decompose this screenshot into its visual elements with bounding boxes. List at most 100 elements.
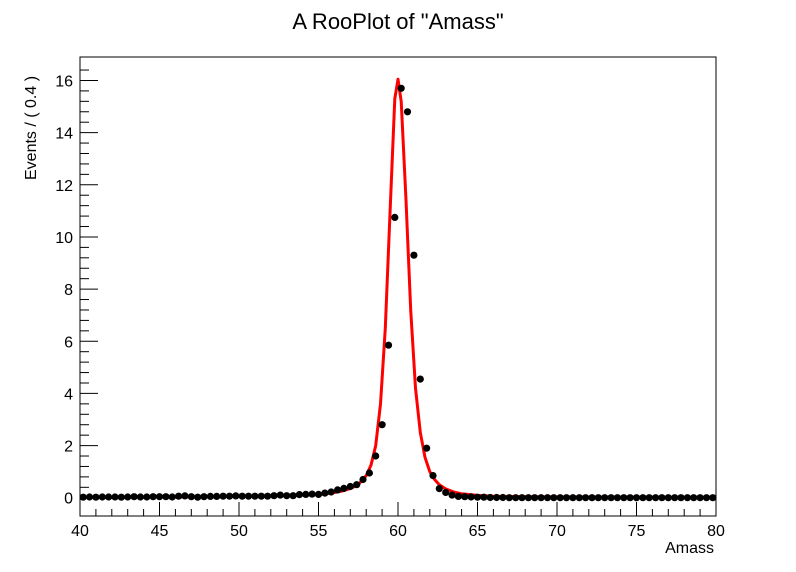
data-point <box>149 493 157 501</box>
data-points-layer <box>79 84 717 502</box>
data-point <box>289 492 297 500</box>
data-point <box>85 493 94 501</box>
data-point <box>423 444 431 452</box>
x-tick-label: 65 <box>469 523 487 540</box>
data-point <box>225 492 234 500</box>
data-point <box>346 482 354 491</box>
data-point <box>353 481 361 489</box>
data-point <box>512 494 520 502</box>
y-axis: 0 2 4 6 8 10 12 14 16 <box>55 69 98 508</box>
data-point <box>308 490 316 498</box>
x-tick-label: 70 <box>548 523 566 540</box>
data-point <box>671 494 679 502</box>
data-point <box>588 494 596 502</box>
data-point <box>327 488 335 496</box>
data-point <box>454 492 462 500</box>
data-point <box>111 493 119 501</box>
data-point <box>658 494 666 502</box>
data-point <box>264 492 272 500</box>
data-point <box>359 475 367 484</box>
data-point <box>384 341 393 349</box>
data-point <box>251 492 259 500</box>
data-point <box>632 494 641 502</box>
y-tick-label: 14 <box>55 126 73 143</box>
data-point <box>607 494 615 502</box>
data-point <box>372 452 380 460</box>
data-point <box>518 494 526 502</box>
data-point <box>702 494 711 502</box>
y-axis-label: Events / ( 0.4 ) <box>23 76 40 180</box>
y-tick-label: 6 <box>64 334 73 351</box>
data-point <box>194 493 202 501</box>
data-point <box>340 484 348 492</box>
fit-curve-layer <box>80 77 717 499</box>
data-point <box>391 213 399 221</box>
data-point <box>334 486 342 494</box>
y-tick-label: 16 <box>55 73 73 90</box>
data-point <box>524 494 533 502</box>
data-point <box>213 492 221 500</box>
x-axis: 40 45 50 55 60 65 70 75 80 <box>71 502 725 540</box>
data-point <box>601 494 609 502</box>
data-point <box>302 490 310 498</box>
data-point <box>486 493 494 502</box>
data-point <box>556 494 564 502</box>
data-point <box>696 494 704 502</box>
data-point <box>575 494 583 502</box>
data-point <box>543 494 552 502</box>
data-point <box>92 493 100 501</box>
data-point <box>219 492 227 500</box>
plot-frame <box>79 56 717 517</box>
fit-curve <box>80 77 717 499</box>
data-point <box>505 494 513 502</box>
data-point <box>499 493 507 502</box>
data-point <box>244 492 253 500</box>
data-point <box>709 494 717 502</box>
data-point <box>473 493 482 501</box>
data-point <box>130 493 138 501</box>
x-axis-label: Amass <box>665 540 714 557</box>
data-point <box>79 493 87 501</box>
data-point <box>98 493 106 501</box>
data-point <box>206 492 214 500</box>
data-point <box>594 494 602 502</box>
x-tick-label: 55 <box>310 523 328 540</box>
y-tick-label: 8 <box>64 282 73 299</box>
data-point <box>136 493 144 501</box>
data-point <box>168 493 176 501</box>
data-point <box>683 494 692 502</box>
data-point <box>365 469 373 477</box>
data-point <box>652 494 660 502</box>
data-point <box>613 494 622 502</box>
data-point <box>582 494 590 502</box>
data-point <box>620 494 628 502</box>
data-point <box>664 494 672 502</box>
y-tick-label: 0 <box>64 491 73 508</box>
data-point <box>117 493 125 501</box>
x-tick-label: 40 <box>71 523 89 540</box>
data-point <box>639 494 647 502</box>
data-point <box>690 494 698 502</box>
y-tick-label: 12 <box>55 178 73 195</box>
data-point <box>677 494 685 502</box>
chart-title: A RooPlot of "Amass" <box>292 9 503 34</box>
data-point <box>181 492 189 500</box>
data-point <box>238 492 246 500</box>
data-point <box>416 375 424 383</box>
data-point <box>232 492 240 500</box>
x-tick-label: 75 <box>628 523 646 540</box>
data-point <box>626 494 634 502</box>
data-point <box>410 251 418 259</box>
data-point <box>378 421 386 429</box>
data-point <box>314 490 323 498</box>
data-point <box>143 493 151 501</box>
y-tick-label: 10 <box>55 230 73 247</box>
data-point <box>283 492 291 500</box>
data-point <box>448 491 456 499</box>
data-point <box>397 84 405 92</box>
data-point <box>124 493 132 501</box>
y-tick-label: 4 <box>64 386 73 403</box>
data-point <box>429 472 437 480</box>
data-point <box>295 491 303 499</box>
